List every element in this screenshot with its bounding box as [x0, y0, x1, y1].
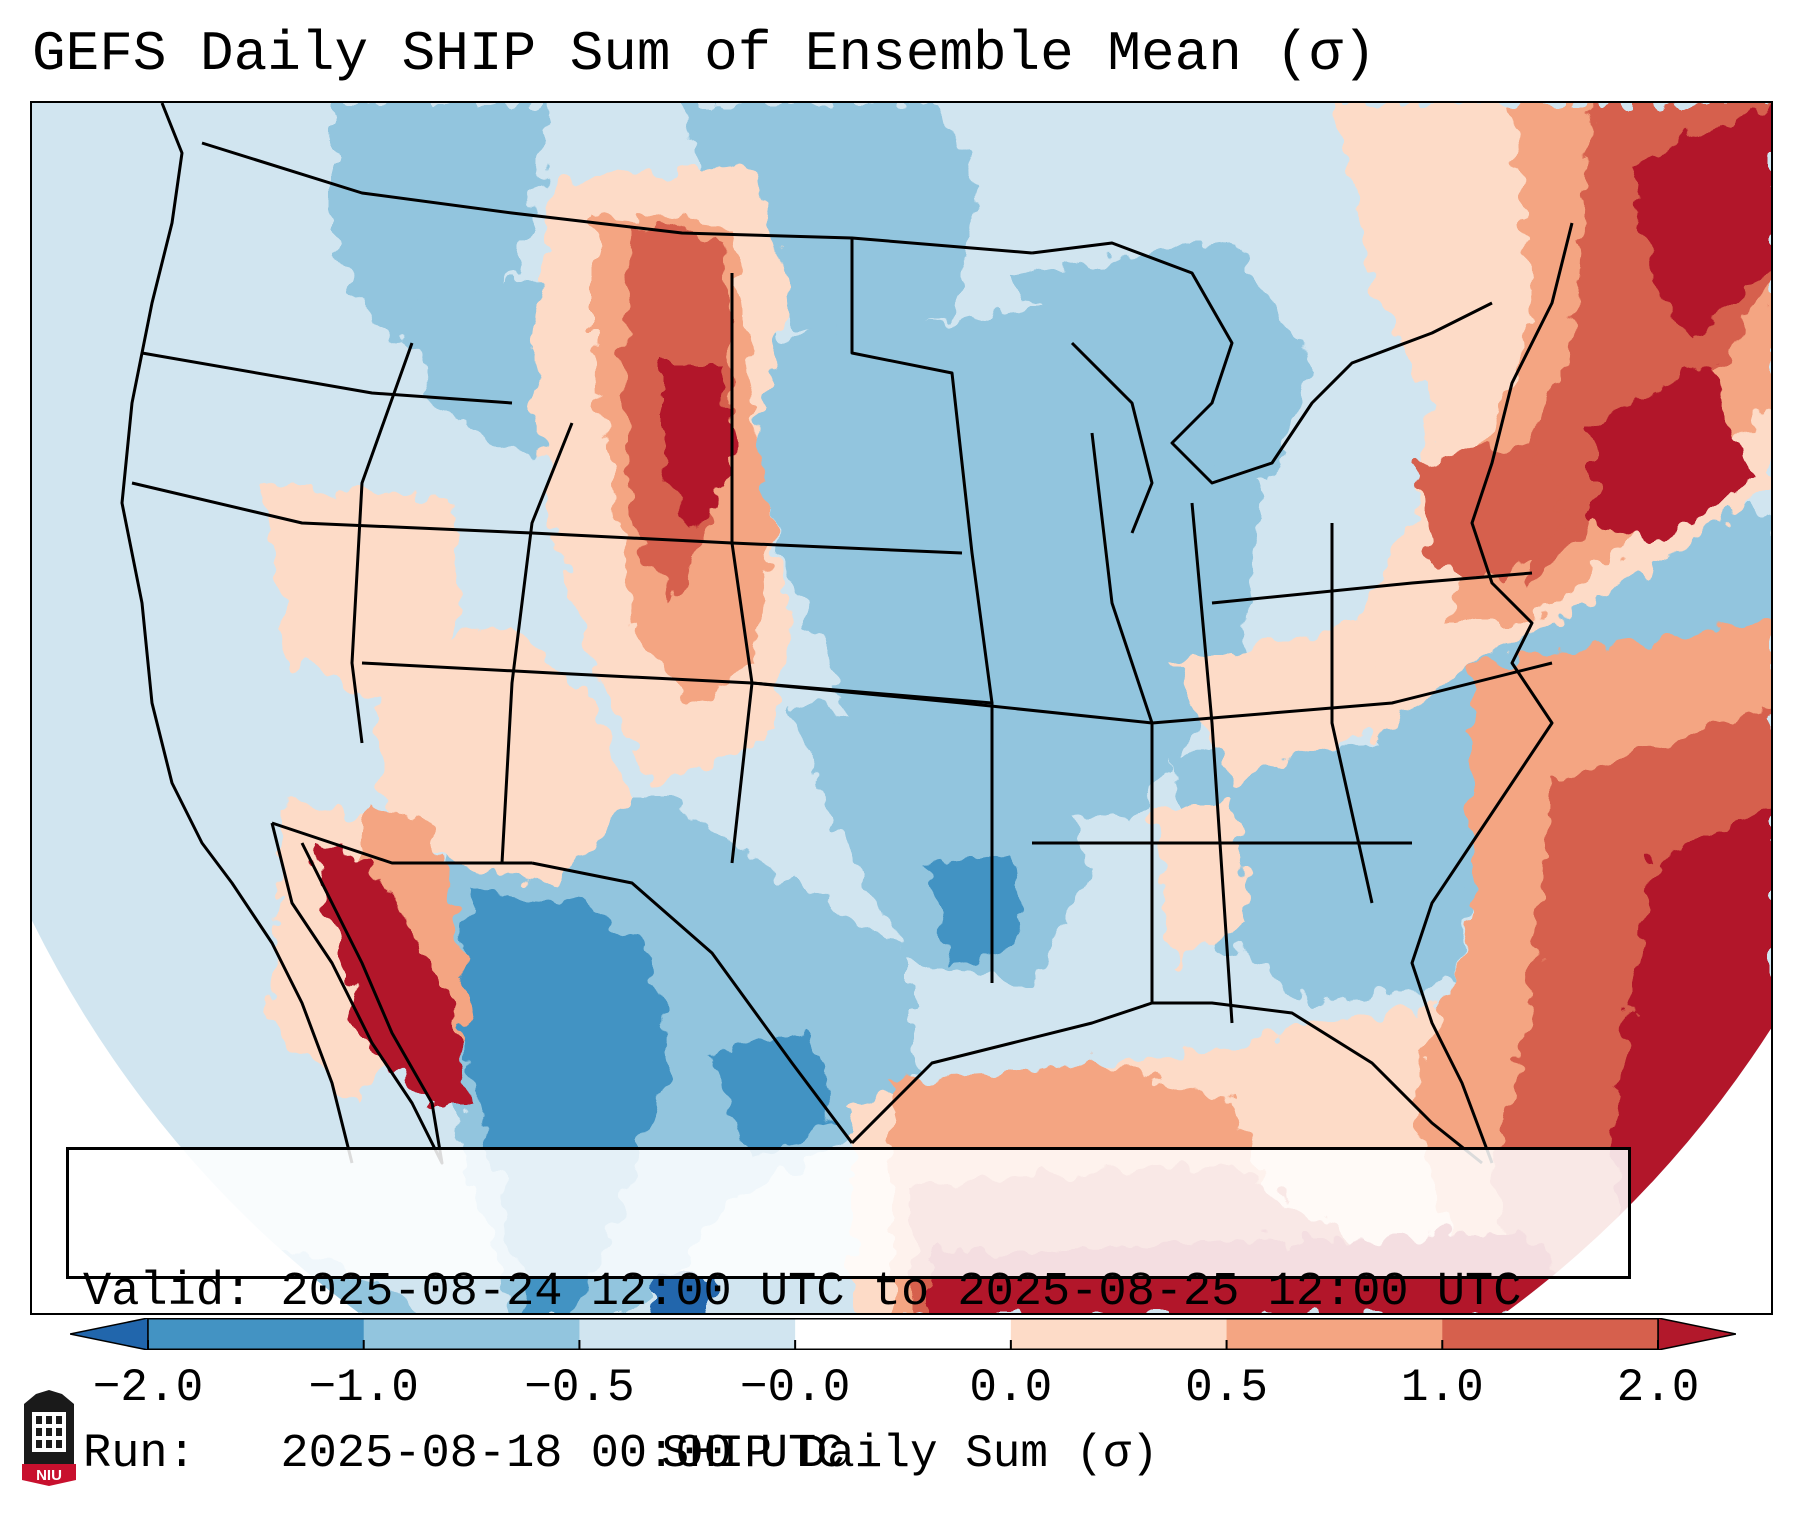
validity-info-box: Valid: 2025-08-24 12:00 UTC to 2025-08-2…: [66, 1147, 1631, 1481]
nevada-line: [350, 342, 414, 744]
dakota-line: [850, 238, 994, 704]
colorbar-segment: [363, 1318, 580, 1350]
colorbar-segment: [795, 1318, 1012, 1350]
colorbar-tick-label: −1.0: [308, 1362, 419, 1414]
valid-row: Valid: 2025-08-24 12:00 UTC to 2025-08-2…: [83, 1266, 1614, 1320]
colorbar-extend-low: [70, 1318, 149, 1350]
canada-border-west: [201, 141, 1033, 255]
utah-arizona-line: [500, 422, 574, 864]
alabama-line: [1190, 502, 1234, 1024]
colorbar-tick-label: 2.0: [1616, 1362, 1700, 1414]
field-colorado-deepred: [662, 363, 732, 533]
lake-michigan: [1070, 341, 1154, 534]
mexico-border: [531, 861, 854, 1144]
colorbar-tick-label: 0.0: [969, 1362, 1053, 1414]
colorbar-segment: [1010, 1318, 1228, 1350]
field-texas-blue: [922, 853, 1022, 963]
mexico-border-west: [271, 821, 532, 865]
ohio-line: [1211, 571, 1533, 605]
colorbar-segment: [1442, 1318, 1659, 1350]
colorbar-tick-label: −0.0: [739, 1362, 851, 1414]
map-panel: [30, 101, 1773, 1315]
great-lakes: [1031, 241, 1493, 485]
field-deep-blue: [652, 1273, 712, 1313]
colorado-line: [730, 273, 754, 864]
field-great-basin-lightred: [262, 483, 462, 703]
colorbar-segment: [148, 1318, 365, 1350]
colorbar-segment: [579, 1318, 796, 1350]
field-nmexico-blue: [712, 1033, 832, 1163]
colorbar-outline: [147, 1318, 1659, 1350]
colorbar-tick-label: −2.0: [92, 1362, 204, 1414]
field-newyork-deepred: [1592, 363, 1752, 543]
valid-label: Valid:: [83, 1266, 253, 1319]
logo-wordmark: NIU: [36, 1467, 62, 1484]
colorbar-tick-label: 0.5: [1185, 1362, 1268, 1414]
field-gulfcal-deepred: [312, 843, 472, 1103]
valid-value: 2025-08-24 12:00 UTC to 2025-08-25 12:00…: [280, 1266, 1522, 1319]
colorbar-tick-label: −0.5: [524, 1362, 635, 1414]
colorbar-tick-label: 1.0: [1400, 1362, 1484, 1414]
run-value: 2025-08-18 00:00 UTC: [280, 1428, 845, 1481]
mississippi-river: [1090, 432, 1154, 1003]
field-great-lakes-blue: [1012, 243, 1312, 483]
boundaries: [120, 103, 1574, 1165]
state-line-37: [361, 661, 1553, 725]
colorbar-extend-high: [1657, 1318, 1736, 1350]
chart-title: GEFS Daily SHIP Sum of Ensemble Mean (σ): [32, 22, 1377, 86]
run-label: Run:: [83, 1428, 196, 1481]
pacific-coastline: [120, 103, 354, 1164]
field-fourcorners-lightred: [372, 623, 632, 883]
colorbar-label: SHIP Daily Sum (σ): [661, 1428, 1159, 1480]
field-midatlantic-darkred: [1412, 443, 1572, 583]
atlantic-coastline: [1410, 222, 1574, 1164]
field-quebec-deepred: [1632, 103, 1771, 343]
colorbar-segment: [1226, 1318, 1443, 1350]
run-row: Run: 2025-08-18 00:00 UTC: [83, 1428, 1614, 1482]
oregon-washington-line: [141, 351, 513, 405]
niu-logo: NIU: [22, 1390, 76, 1486]
colorbar: [70, 1318, 1736, 1350]
ship-field-map: [32, 103, 1771, 1313]
